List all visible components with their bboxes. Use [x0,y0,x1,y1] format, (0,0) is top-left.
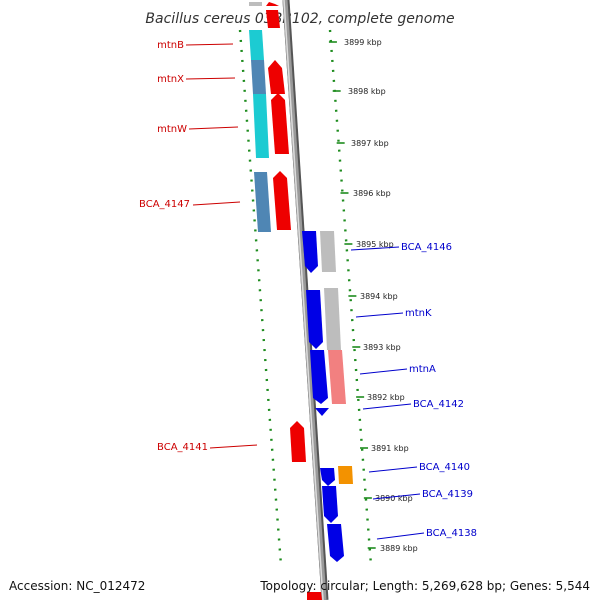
gene-label: BCA_4141 [157,442,208,453]
gene-feature [266,10,280,28]
genome-backbone [282,0,329,600]
gene-label: mtnK [405,308,432,319]
gene-leader-line [209,444,258,449]
gene-label: BCA_4139 [422,489,473,500]
gene-feature [302,231,318,273]
gene-feature [249,2,262,6]
topology-text: Topology: circular; Length: 5,269,628 bp… [260,579,590,593]
backbone-highlight [283,0,324,600]
gene-label: mtnX [157,74,184,85]
gene-leader-line [376,532,425,540]
gene-feature [320,231,336,272]
gene-leader-line [188,126,239,130]
gene-feature [271,93,289,154]
gene-label: BCA_4142 [413,399,464,410]
gene-feature [273,171,291,230]
tick-label: 3893 kbp [363,343,401,352]
gene-label: mtnB [157,40,184,51]
gene-label: BCA_4140 [419,462,470,473]
gene-feature [320,468,335,486]
gene-feature [338,466,353,484]
gene-leader-line [185,43,234,46]
gene-leader-line [350,246,400,251]
gene-label: BCA_4146 [401,242,452,253]
gene-feature [324,288,341,350]
tick-label: 3894 kbp [360,292,398,301]
ruler-ticks: 3899 kbp 3898 kbp 3897 kbp 3896 kbp 3895 kbp… [328,38,418,553]
gene-leader-line [355,312,404,318]
gene-feature [268,60,285,94]
gene-feature [253,94,269,158]
tick-label: 3898 kbp [348,87,386,96]
forward-strand-features [302,231,353,600]
backbone-line [282,0,327,600]
gene-feature [315,408,329,416]
tick-label: 3896 kbp [353,189,391,198]
tick-label: 3889 kbp [380,544,418,553]
gene-feature [249,30,264,60]
gene-leader-line [372,493,421,500]
genome-title: Bacillus cereus 03BB102, complete genome [145,11,454,27]
accession-text: Accession: NC_012472 [9,579,146,593]
gene-feature [322,486,338,523]
gene-feature [254,172,271,232]
gene-feature [307,592,322,600]
gene-leader-line [362,403,412,410]
gene-leader-line [368,466,418,473]
gene-label: mtnW [157,124,187,135]
gene-label: mtnA [409,364,436,375]
tick-label: 3895 kbp [356,240,394,249]
gene-leader-line [185,77,236,80]
reverse-strand-features [249,2,306,462]
tick-label: 3899 kbp [344,38,382,47]
tick-label: 3890 kbp [375,494,413,503]
gene-feature [290,421,306,462]
gene-feature [310,350,328,404]
tick-label: 3897 kbp [351,139,389,148]
tick-label: 3892 kbp [367,393,405,402]
gene-leader-line [359,368,408,375]
tick-label: 3891 kbp [371,444,409,453]
gene-feature [266,2,279,6]
reverse-gene-labels: mtnB mtnX mtnW BCA_4147 BCA_4141 [139,40,258,453]
forward-gene-labels: BCA_4146 mtnK mtnA BCA_4142 BCA_4140 BCA_4139… [350,242,477,540]
gene-label: BCA_4138 [426,528,477,539]
gene-feature [251,60,266,94]
gene-label: BCA_4147 [139,199,190,210]
gene-feature [306,290,323,349]
gene-feature [328,350,346,404]
gene-feature [327,524,344,562]
gene-leader-line [192,201,241,206]
